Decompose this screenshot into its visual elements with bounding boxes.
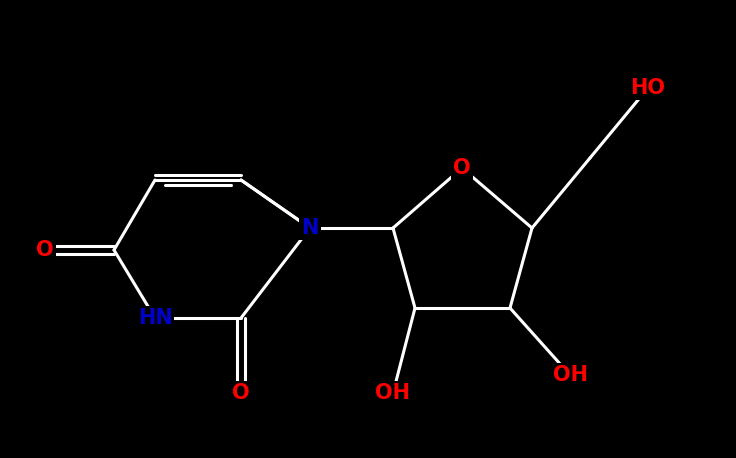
Text: N: N bbox=[301, 218, 319, 238]
Text: HO: HO bbox=[631, 78, 665, 98]
Text: O: O bbox=[453, 158, 471, 178]
Text: OH: OH bbox=[375, 383, 411, 403]
Text: HN: HN bbox=[138, 308, 172, 328]
Text: O: O bbox=[36, 240, 54, 260]
Text: OH: OH bbox=[553, 365, 587, 385]
Text: O: O bbox=[232, 383, 250, 403]
